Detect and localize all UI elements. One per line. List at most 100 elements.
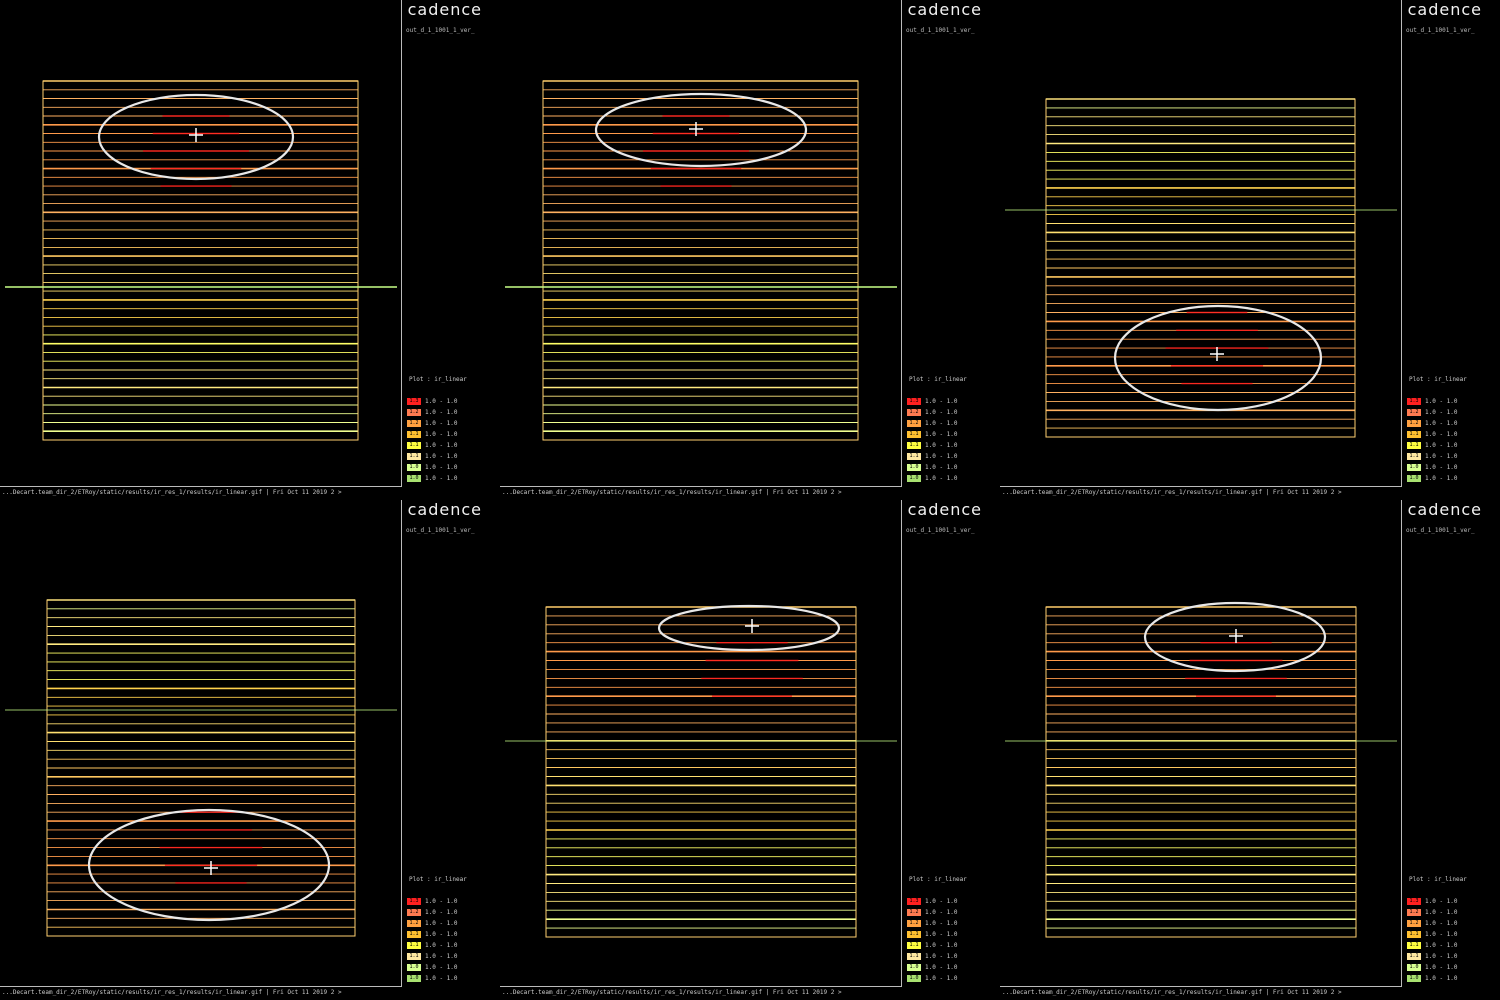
legend-range: 1.0 - 1.0 bbox=[925, 475, 958, 482]
legend-item: 1.3 1.0 - 1.0 bbox=[1407, 897, 1497, 908]
ir-drop-map[interactable] bbox=[500, 0, 1000, 500]
hotspot-ellipse bbox=[1113, 304, 1323, 412]
legend-item: 1.2 1.0 - 1.0 bbox=[1407, 919, 1497, 930]
legend-item: 1.2 1.0 - 1.0 bbox=[407, 408, 497, 419]
legend-swatch: 1.1 bbox=[1407, 953, 1421, 960]
legend-range: 1.0 - 1.0 bbox=[925, 964, 958, 971]
legend-range: 1.0 - 1.0 bbox=[425, 898, 458, 905]
plot-canvas[interactable] bbox=[0, 500, 402, 987]
hotspot-ellipse bbox=[97, 93, 295, 181]
legend-swatch: 1.1 bbox=[407, 942, 421, 949]
legend-swatch: 1.1 bbox=[907, 431, 921, 438]
legend-swatch: 1.3 bbox=[407, 898, 421, 905]
legend-swatch: 1.2 bbox=[1407, 420, 1421, 427]
legend-swatch: 1.2 bbox=[407, 920, 421, 927]
legend-range: 1.0 - 1.0 bbox=[425, 909, 458, 916]
legend-item: 1.2 1.0 - 1.0 bbox=[407, 908, 497, 919]
irdrop-panel: cadence out_d_1_1001_1_ver_ Plot : ir_line… bbox=[500, 0, 1000, 500]
plot-canvas[interactable] bbox=[1000, 500, 1402, 987]
cadence-logo: cadence bbox=[1407, 0, 1482, 19]
ir-drop-map[interactable] bbox=[500, 500, 1000, 1000]
legend-item: 1.1 1.0 - 1.0 bbox=[907, 941, 997, 952]
legend-item: 1.3 1.0 - 1.0 bbox=[407, 897, 497, 908]
cadence-logo: cadence bbox=[407, 500, 482, 519]
ir-drop-map[interactable] bbox=[1000, 0, 1500, 500]
legend-item: 1.2 1.0 - 1.0 bbox=[907, 919, 997, 930]
design-name: out_d_1_1001_1_ver_ bbox=[1406, 527, 1475, 534]
die-boundary bbox=[545, 606, 857, 938]
legend-item: 1.1 1.0 - 1.0 bbox=[1407, 430, 1497, 441]
legend-range: 1.0 - 1.0 bbox=[925, 942, 958, 949]
ir-drop-map[interactable] bbox=[0, 0, 500, 500]
legend-item: 1.1 1.0 - 1.0 bbox=[407, 430, 497, 441]
legend-range: 1.0 - 1.0 bbox=[425, 920, 458, 927]
legend-item: 1.0 1.0 - 1.0 bbox=[407, 474, 497, 485]
plot-canvas[interactable] bbox=[0, 0, 402, 487]
legend-item: 1.0 1.0 - 1.0 bbox=[1407, 963, 1497, 974]
legend-swatch: 1.1 bbox=[407, 453, 421, 460]
legend-swatch: 1.1 bbox=[907, 442, 921, 449]
legend-range: 1.0 - 1.0 bbox=[925, 931, 958, 938]
hotspot-ellipse bbox=[594, 92, 808, 168]
legend-range: 1.0 - 1.0 bbox=[425, 475, 458, 482]
status-bar: ...Decart.team_dir_2/ETRoy/static/result… bbox=[2, 989, 342, 996]
legend-item: 1.2 1.0 - 1.0 bbox=[907, 419, 997, 430]
legend-item: 1.1 1.0 - 1.0 bbox=[907, 452, 997, 463]
status-bar: ...Decart.team_dir_2/ETRoy/static/result… bbox=[1002, 989, 1342, 996]
plot-canvas[interactable] bbox=[500, 500, 902, 987]
legend-item: 1.0 1.0 - 1.0 bbox=[1407, 463, 1497, 474]
plot-canvas[interactable] bbox=[1000, 0, 1402, 487]
legend-item: 1.1 1.0 - 1.0 bbox=[907, 430, 997, 441]
ir-drop-map[interactable] bbox=[1000, 500, 1500, 1000]
legend-swatch: 1.1 bbox=[1407, 453, 1421, 460]
legend-item: 1.1 1.0 - 1.0 bbox=[907, 952, 997, 963]
cadence-logo: cadence bbox=[907, 500, 982, 519]
legend-item: 1.1 1.0 - 1.0 bbox=[1407, 930, 1497, 941]
legend-range: 1.0 - 1.0 bbox=[925, 953, 958, 960]
crosshair-icon bbox=[689, 122, 703, 136]
legend-swatch: 1.1 bbox=[907, 953, 921, 960]
legend-item: 1.3 1.0 - 1.0 bbox=[907, 397, 997, 408]
legend-swatch: 1.3 bbox=[1407, 898, 1421, 905]
legend-swatch: 1.0 bbox=[407, 464, 421, 471]
irdrop-panel: cadence out_d_1_1001_1_ver_ Plot : ir_line… bbox=[500, 500, 1000, 1000]
legend-swatch: 1.2 bbox=[907, 909, 921, 916]
legend-range: 1.0 - 1.0 bbox=[425, 453, 458, 460]
legend-item: 1.0 1.0 - 1.0 bbox=[1407, 974, 1497, 985]
status-bar: ...Decart.team_dir_2/ETRoy/static/result… bbox=[2, 489, 342, 496]
color-legend: 1.3 1.0 - 1.0 1.2 1.0 - 1.0 1.2 1.0 - 1.0 1.1 1… bbox=[907, 397, 997, 485]
legend-item: 1.2 1.0 - 1.0 bbox=[907, 408, 997, 419]
plot-canvas[interactable] bbox=[500, 0, 902, 487]
ir-drop-map[interactable] bbox=[0, 500, 500, 1000]
legend-item: 1.0 1.0 - 1.0 bbox=[907, 463, 997, 474]
legend-item: 1.2 1.0 - 1.0 bbox=[407, 919, 497, 930]
plot-type-label: Plot : ir_linear bbox=[909, 876, 967, 883]
status-bar: ...Decart.team_dir_2/ETRoy/static/result… bbox=[1002, 489, 1342, 496]
legend-swatch: 1.1 bbox=[1407, 931, 1421, 938]
legend-item: 1.3 1.0 - 1.0 bbox=[407, 397, 497, 408]
legend-swatch: 1.1 bbox=[407, 931, 421, 938]
legend-item: 1.2 1.0 - 1.0 bbox=[907, 908, 997, 919]
legend-swatch: 1.0 bbox=[1407, 464, 1421, 471]
legend-swatch: 1.1 bbox=[1407, 442, 1421, 449]
legend-swatch: 1.2 bbox=[907, 409, 921, 416]
color-legend: 1.3 1.0 - 1.0 1.2 1.0 - 1.0 1.2 1.0 - 1.0 1.1 1… bbox=[407, 897, 497, 985]
legend-item: 1.2 1.0 - 1.0 bbox=[407, 419, 497, 430]
legend-range: 1.0 - 1.0 bbox=[925, 975, 958, 982]
crosshair-icon bbox=[189, 128, 203, 142]
color-legend: 1.3 1.0 - 1.0 1.2 1.0 - 1.0 1.2 1.0 - 1.0 1.1 1… bbox=[1407, 397, 1497, 485]
legend-range: 1.0 - 1.0 bbox=[1425, 420, 1458, 427]
crosshair-icon bbox=[1210, 347, 1224, 361]
legend-swatch: 1.3 bbox=[907, 898, 921, 905]
legend-swatch: 1.2 bbox=[407, 409, 421, 416]
irdrop-panel: cadence out_d_1_1001_1_ver_ Plot : ir_line… bbox=[1000, 500, 1500, 1000]
hotspot-ellipse bbox=[657, 604, 841, 652]
irdrop-panel: cadence out_d_1_1001_1_ver_ Plot : ir_line… bbox=[1000, 0, 1500, 500]
legend-range: 1.0 - 1.0 bbox=[925, 420, 958, 427]
legend-swatch: 1.0 bbox=[907, 975, 921, 982]
legend-range: 1.0 - 1.0 bbox=[925, 409, 958, 416]
legend-swatch: 1.3 bbox=[407, 398, 421, 405]
legend-range: 1.0 - 1.0 bbox=[425, 942, 458, 949]
legend-item: 1.1 1.0 - 1.0 bbox=[1407, 441, 1497, 452]
crosshair-icon bbox=[204, 861, 218, 875]
